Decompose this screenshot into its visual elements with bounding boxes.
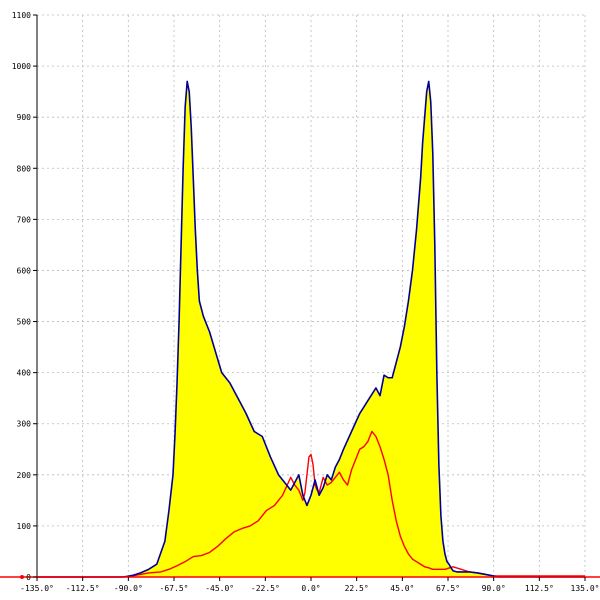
x-tick-label: -112.5° — [66, 584, 100, 593]
y-tick-label: 600 — [17, 266, 32, 275]
y-tick-label: 500 — [17, 318, 32, 327]
y-tick-label: 100 — [17, 522, 32, 531]
x-tick-label: 135.0° — [571, 584, 600, 593]
grid — [37, 14, 586, 577]
x-tick-label: 22.5° — [345, 584, 369, 593]
y-tick-label: 900 — [17, 113, 32, 122]
y-tick-label: 1100 — [12, 11, 31, 20]
y-axis-ticks: 0 100 200 300 400 500 600 700 800 900 1000 1100 — [12, 11, 37, 582]
x-tick-label: -90.0° — [114, 584, 143, 593]
y-tick-label: 0 — [26, 573, 31, 582]
y-tick-label: 400 — [17, 369, 32, 378]
x-tick-label: 90.0° — [482, 584, 506, 593]
x-tick-label: 45.0° — [390, 584, 414, 593]
y-tick-label: 800 — [17, 164, 32, 173]
x-tick-label: -45.0° — [205, 584, 234, 593]
x-tick-label: -22.5° — [251, 584, 280, 593]
y-tick-label: 1000 — [12, 62, 31, 71]
y-tick-label: 200 — [17, 471, 32, 480]
y-tick-label: 700 — [17, 215, 32, 224]
x-tick-label: 67.5° — [436, 584, 460, 593]
x-tick-label: 0.0° — [301, 584, 320, 593]
origin-marker — [20, 575, 24, 579]
x-tick-label: -135.0° — [20, 584, 54, 593]
x-axis-ticks: -135.0° -112.5° -90.0° -67.5° -45.0° -22.5° 0.… — [20, 577, 599, 593]
axes — [0, 15, 600, 579]
y-tick-label: 300 — [17, 420, 32, 429]
series-1-line — [37, 80, 585, 578]
x-tick-label: -67.5° — [160, 584, 189, 593]
x-tick-label: 112.5° — [525, 584, 554, 593]
